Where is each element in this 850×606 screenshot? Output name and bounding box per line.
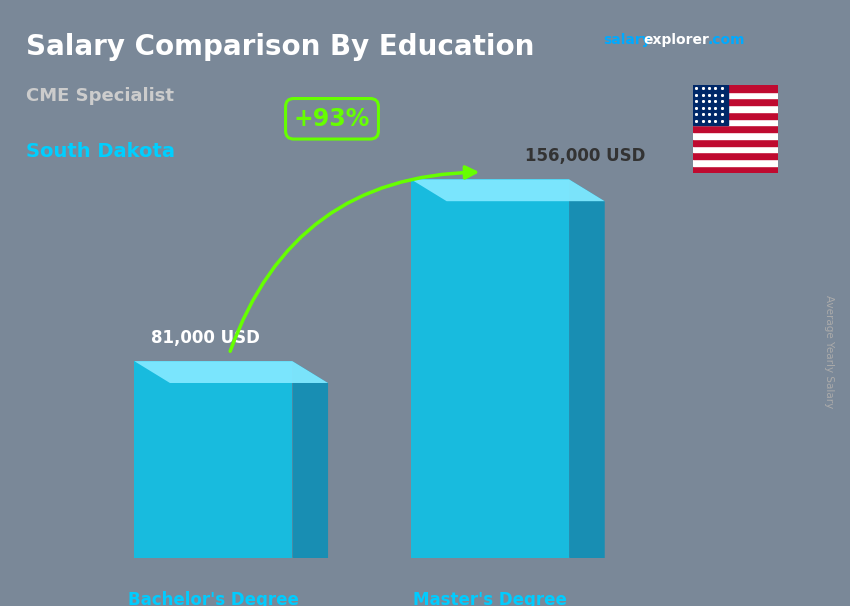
Polygon shape xyxy=(292,361,328,579)
Text: 81,000 USD: 81,000 USD xyxy=(151,328,260,347)
Bar xyxy=(693,119,778,125)
Text: Bachelor's Degree: Bachelor's Degree xyxy=(128,591,299,606)
Polygon shape xyxy=(411,179,604,201)
Text: +93%: +93% xyxy=(294,107,371,131)
Bar xyxy=(693,98,778,105)
Bar xyxy=(693,125,778,132)
Bar xyxy=(693,166,778,173)
Polygon shape xyxy=(570,179,604,579)
Bar xyxy=(693,92,778,98)
Text: CME Specialist: CME Specialist xyxy=(26,87,173,105)
Bar xyxy=(693,139,778,145)
Text: salary: salary xyxy=(604,33,651,47)
Bar xyxy=(411,179,570,558)
Bar xyxy=(693,145,778,153)
Bar xyxy=(693,105,778,112)
Bar xyxy=(693,153,778,159)
Bar xyxy=(693,85,728,125)
Polygon shape xyxy=(134,361,328,383)
Text: South Dakota: South Dakota xyxy=(26,142,174,161)
Text: Average Yearly Salary: Average Yearly Salary xyxy=(824,295,834,408)
Text: Master's Degree: Master's Degree xyxy=(413,591,567,606)
Text: .com: .com xyxy=(707,33,745,47)
Bar xyxy=(693,85,778,92)
Bar xyxy=(693,132,778,139)
Text: Salary Comparison By Education: Salary Comparison By Education xyxy=(26,33,534,61)
Bar xyxy=(134,361,292,558)
Bar xyxy=(693,112,778,119)
Text: 156,000 USD: 156,000 USD xyxy=(524,147,645,165)
Text: explorer: explorer xyxy=(643,33,709,47)
Bar xyxy=(693,159,778,166)
